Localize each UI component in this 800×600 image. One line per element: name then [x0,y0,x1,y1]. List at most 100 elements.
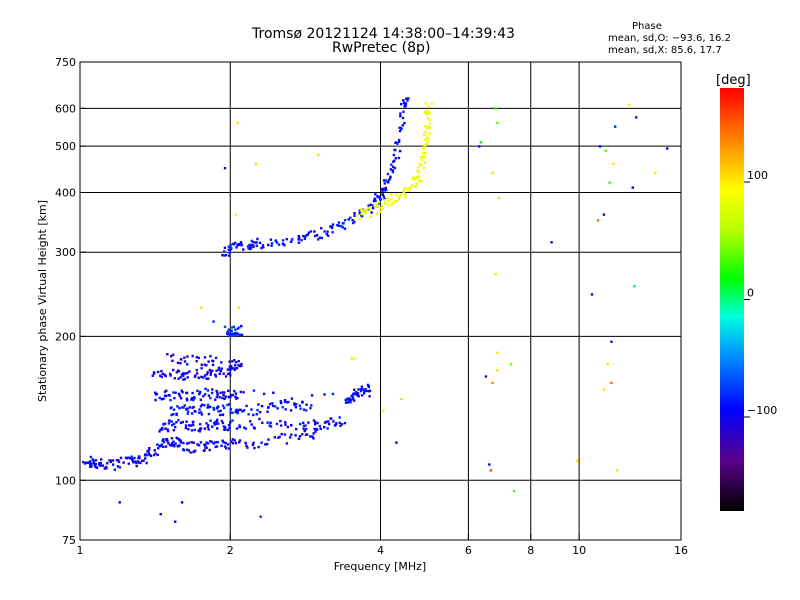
trace-point [94,459,98,462]
trace-point [258,411,262,414]
scatter-point [350,357,353,360]
trace-point [207,394,211,397]
trace-point [176,437,179,440]
trace-point [197,376,200,379]
trace-point [225,447,228,450]
trace-point [419,163,423,167]
trace-point [99,464,102,467]
trace-point [162,445,165,448]
trace-point [86,461,90,464]
trace-point [236,333,239,336]
trace-point [273,436,277,439]
phase-stats-x: mean, sd,X: 85.6, 17.7 [608,45,722,56]
trace-point [215,369,218,372]
trace-point [405,97,408,100]
trace-point [211,388,214,391]
trace-point [182,449,186,452]
trace-point [228,403,231,406]
trace-point [243,426,246,429]
trace-point [217,366,221,369]
trace-point [304,424,307,427]
trace-point [281,239,285,242]
scatter-point [604,149,607,152]
trace-point [389,193,393,196]
trace-point [352,397,355,400]
trace-point [94,463,97,466]
trace-point [162,441,166,444]
trace-point [355,214,358,218]
trace-point [414,185,418,188]
trace-point [312,437,315,440]
trace-point [231,326,234,329]
trace-point [172,429,175,432]
trace-point [195,356,198,359]
trace-point [354,391,358,394]
trace-point [99,461,102,465]
trace-point [156,370,160,374]
trace-point [299,422,302,426]
trace-point [144,457,147,460]
scatter-point [259,515,262,518]
trace-point [285,442,289,445]
trace-point [186,448,189,451]
trace-point [178,444,181,447]
trace-point [165,394,168,398]
trace-point [395,141,398,144]
trace-point [181,391,184,394]
trace-point [274,405,277,408]
scatter-point [400,397,403,401]
trace-point [134,460,137,463]
trace-point [212,407,215,410]
trace-point [390,197,393,201]
trace-point [177,419,180,422]
trace-point [116,465,120,468]
trace-point [193,397,196,400]
trace-point [371,206,375,210]
trace-point [205,373,209,376]
trace-point [228,426,231,430]
trace-point [214,398,217,401]
trace-point [422,151,425,155]
trace-point [199,427,202,431]
trace-point [272,391,275,394]
trace-point [255,244,258,247]
trace-point [327,234,330,237]
trace-point [378,195,381,199]
trace-point [190,429,194,432]
trace-point [257,445,260,449]
trace-point [231,442,235,445]
trace-point [231,242,234,246]
trace-point [267,243,270,247]
scatter-point [491,381,494,385]
scatter-point [489,469,493,472]
trace-point [179,421,183,425]
trace-point [217,368,221,371]
trace-point [369,203,372,206]
trace-point [403,121,406,125]
trace-point [216,441,219,444]
trace-point [293,402,296,405]
trace-point [300,239,303,242]
scatter-point [628,103,631,107]
trace-point [365,389,368,393]
trace-point [218,372,221,375]
trace-point [222,372,225,375]
trace-point [279,424,283,427]
trace-point [334,423,338,426]
trace-point [175,413,178,417]
scatter-point [494,107,497,110]
trace-point [422,155,425,158]
trace-point [227,389,230,392]
trace-point [237,364,240,367]
trace-point [339,424,342,427]
trace-point [90,465,93,468]
scatter-point [488,463,491,466]
trace-point [113,468,117,471]
trace-point [384,202,387,205]
trace-point [318,236,322,239]
trace-point [271,402,274,405]
trace-point [154,391,157,394]
trace-point [387,203,390,206]
trace-point [198,391,202,394]
trace-point [209,419,212,422]
